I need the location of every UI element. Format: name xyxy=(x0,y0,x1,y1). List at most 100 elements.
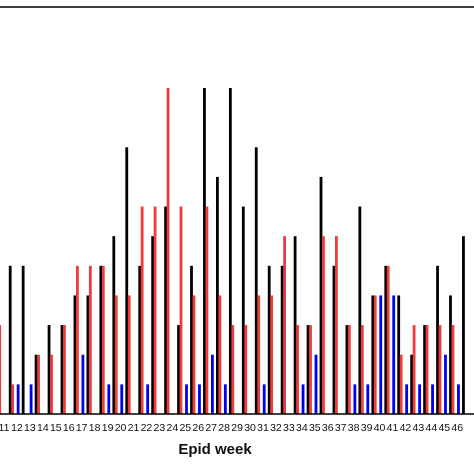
x-tick-label: 17 xyxy=(76,422,88,434)
bar-s1-w25 xyxy=(190,265,193,414)
x-tick-label: 25 xyxy=(179,422,191,434)
x-tick-label: 37 xyxy=(335,422,347,434)
bar-s2-w33 xyxy=(283,236,286,414)
x-tick-label: 16 xyxy=(63,422,75,434)
x-tick-label: 46 xyxy=(451,422,463,434)
x-tick-label: 28 xyxy=(218,422,230,434)
bar-s1-w20 xyxy=(125,147,129,414)
x-tick-label: 39 xyxy=(361,422,373,434)
bar-s2-w17 xyxy=(76,265,79,414)
x-tick-label: 33 xyxy=(283,422,295,434)
bar-s2-w25 xyxy=(179,206,183,414)
bar-s2-w31 xyxy=(257,295,261,414)
bar-s3-w19 xyxy=(107,384,111,414)
bar-s2-w14 xyxy=(37,354,40,414)
bar-s1-w30 xyxy=(254,147,258,414)
bar-s1-w22 xyxy=(151,236,155,414)
bar-s3-w44 xyxy=(431,384,434,414)
bar-s3-w42 xyxy=(405,384,409,414)
bar-s2-w18 xyxy=(88,265,92,414)
bar-s1-w19 xyxy=(112,236,116,414)
x-tick-label: 23 xyxy=(154,422,166,434)
x-tick-label: 18 xyxy=(89,422,101,434)
bar-s2-w19 xyxy=(101,265,105,414)
bar-s1-w21 xyxy=(138,265,142,414)
bar-s2-w44 xyxy=(425,325,429,414)
bar-s3-w46 xyxy=(457,384,460,414)
x-tick-label: 43 xyxy=(413,422,425,434)
bar-s3-w27 xyxy=(211,354,214,414)
bar-s1-w23 xyxy=(164,206,167,414)
bar-s3-w43 xyxy=(418,384,421,414)
bar-s2-w43 xyxy=(412,325,416,414)
bar-s3-w41 xyxy=(392,295,396,414)
x-tick-label: 32 xyxy=(270,422,282,434)
bar-s2-w28 xyxy=(218,295,222,414)
bar-s3-w12 xyxy=(16,384,20,414)
bar-s2-w22 xyxy=(140,206,144,414)
bar-s1-w29 xyxy=(241,206,245,414)
bar-s1-w43 xyxy=(423,325,426,414)
bar-s2-w21 xyxy=(127,295,131,414)
x-tick-label: 12 xyxy=(11,422,23,434)
bar-s1-w24 xyxy=(177,325,180,414)
bar-s2-w32 xyxy=(270,295,274,414)
bar-s1-w13 xyxy=(34,354,38,414)
bar-s2-w27 xyxy=(205,206,209,414)
x-tick-label: 19 xyxy=(102,422,114,434)
x-tick-label: 36 xyxy=(322,422,334,434)
bar-s1-w26 xyxy=(203,88,206,414)
x-tick-label: 30 xyxy=(244,422,256,434)
x-tick-label: 35 xyxy=(309,422,321,434)
bar-s3-w26 xyxy=(198,384,201,414)
bar-s3-w13 xyxy=(29,384,33,414)
bar-s1-w44 xyxy=(436,265,439,414)
bar-s2-w15 xyxy=(50,354,53,414)
bar-s1-w36 xyxy=(332,265,336,414)
x-tick-label: 29 xyxy=(231,422,243,434)
x-tick-label: 42 xyxy=(400,422,412,434)
x-tick-label: 20 xyxy=(115,422,127,434)
bar-s3-w45 xyxy=(444,354,447,414)
bar-s1-w28 xyxy=(228,88,232,414)
x-tick-label: 21 xyxy=(128,422,140,434)
x-tick-label: 22 xyxy=(141,422,153,434)
bar-s2-w36 xyxy=(322,236,325,414)
bar-s2-w29 xyxy=(231,325,235,414)
bar-s1-w33 xyxy=(293,236,297,414)
bar-s1-w16 xyxy=(73,295,77,414)
bar-s2-w39 xyxy=(360,325,364,414)
bar-s3-w34 xyxy=(301,384,305,414)
bar-s2-w11 xyxy=(0,325,2,414)
x-tick-label: 24 xyxy=(167,422,179,434)
bar-s1-w37 xyxy=(345,325,349,414)
x-tick-label: 11 xyxy=(0,422,10,434)
bar-s2-w30 xyxy=(244,325,248,414)
bar-s1-w41 xyxy=(397,295,401,414)
bar-s1-w15 xyxy=(60,325,64,414)
bars-layer xyxy=(0,88,465,414)
bar-s3-w31 xyxy=(262,384,266,414)
bar-s3-w25 xyxy=(185,384,188,414)
bar-s1-w46 xyxy=(462,236,465,414)
bar-s1-w39 xyxy=(371,295,375,414)
bar-s1-w35 xyxy=(319,176,323,414)
bar-s3-w35 xyxy=(314,354,318,414)
bar-s3-w38 xyxy=(353,384,357,414)
bar-s1-w14 xyxy=(47,325,51,414)
x-tick-label: 45 xyxy=(438,422,450,434)
bar-s1-w12 xyxy=(21,265,25,414)
x-tick-label: 38 xyxy=(348,422,360,434)
bar-s2-w12 xyxy=(11,384,15,414)
bar-s3-w17 xyxy=(81,354,85,414)
bar-s1-w11 xyxy=(8,265,12,414)
bar-s1-w27 xyxy=(216,176,219,414)
bar-s2-w42 xyxy=(399,354,403,414)
bar-s3-w20 xyxy=(120,384,124,414)
bar-s3-w40 xyxy=(379,295,383,414)
bar-s2-w24 xyxy=(166,88,170,414)
bar-s1-w31 xyxy=(267,265,271,414)
x-tick-label: 27 xyxy=(205,422,217,434)
bar-s3-w39 xyxy=(366,384,370,414)
